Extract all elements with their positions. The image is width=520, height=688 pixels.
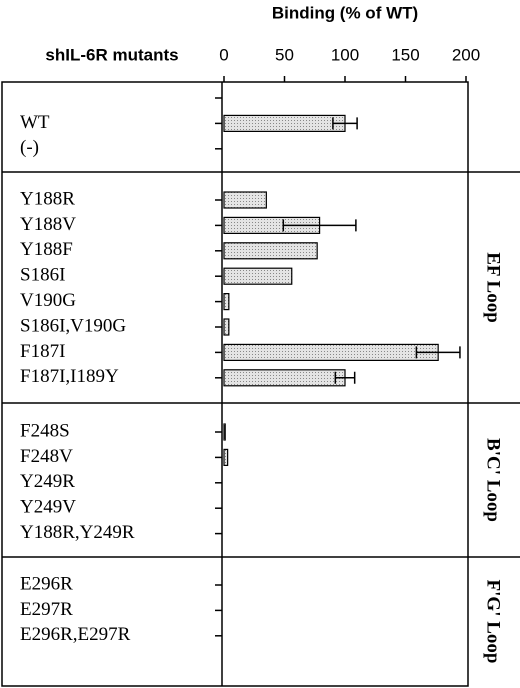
group-label: B'C' Loop: [483, 438, 504, 522]
bar: [223, 369, 346, 387]
y-tick-label: S186I: [20, 265, 65, 286]
bar: [223, 114, 346, 133]
y-tick-label: E296R,E297R: [20, 624, 131, 645]
error-bar: [282, 219, 357, 232]
x-tick-label: 150: [391, 45, 419, 64]
bar: [223, 343, 439, 361]
bar: [223, 293, 230, 311]
y-tick-label: WT: [20, 112, 50, 133]
y-tick-label: F248V: [20, 446, 73, 467]
y-axis-label: shIL-6R mutants: [45, 45, 178, 64]
y-tick-label: Y188R,Y249R: [20, 522, 135, 543]
group-label: EF Loop: [483, 252, 504, 323]
y-tick-label: (-): [20, 137, 39, 158]
x-tick-label: 0: [219, 45, 228, 64]
x-tick-label: 200: [452, 45, 480, 64]
y-tick-label: Y188R: [20, 188, 75, 209]
y-tick-label: F187I: [20, 341, 65, 362]
y-tick-label: F187I,I189Y: [20, 366, 119, 387]
chart-title: Binding (% of WT): [272, 3, 418, 22]
y-tick-label: E296R: [20, 573, 73, 594]
bar: [223, 423, 226, 441]
bar: [223, 267, 293, 285]
bar: [223, 318, 230, 336]
y-tick-label: E297R: [20, 599, 73, 620]
error-bar: [415, 346, 461, 359]
y-tick-label: Y188F: [20, 239, 73, 260]
bar: [223, 448, 229, 466]
error-bar: [334, 371, 356, 384]
bar: [223, 242, 318, 260]
x-tick-label: 100: [331, 45, 359, 64]
y-tick-label: F248S: [20, 420, 70, 441]
x-tick-label: 50: [275, 45, 294, 64]
y-tick-label: Y249V: [20, 497, 76, 518]
y-tick-label: Y249R: [20, 471, 75, 492]
bar: [223, 191, 267, 209]
error-bar: [332, 117, 358, 130]
frame: [1, 81, 469, 687]
y-tick-label: V190G: [20, 290, 76, 311]
group-label: F'G' Loop: [483, 580, 504, 664]
y-tick-label: Y188V: [20, 214, 76, 235]
y-tick-label: S186I,V190G: [20, 315, 126, 336]
